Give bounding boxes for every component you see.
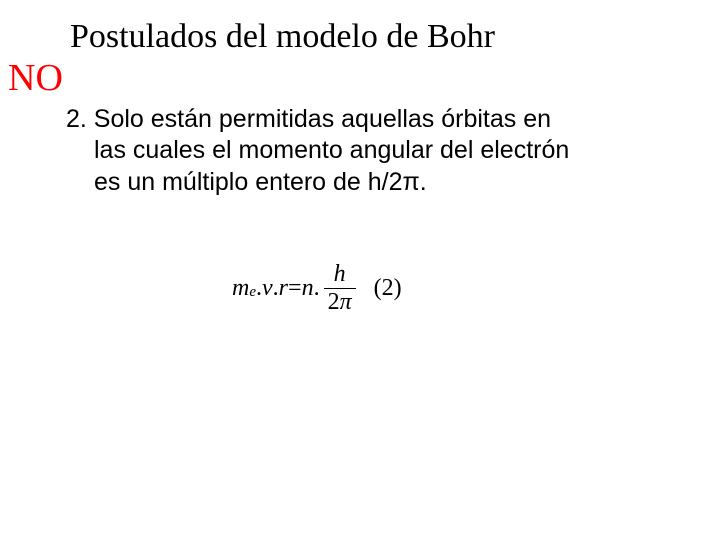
- postulate-text: 2. Solo están permitidas aquellas órbita…: [66, 104, 646, 198]
- eq-fraction: h 2π: [324, 262, 356, 315]
- body-line-2: las cuales el momento angular del electr…: [66, 135, 646, 166]
- slide-title: Postulados del modelo de Bohr: [70, 18, 495, 56]
- eq-v: v: [262, 275, 273, 302]
- eq-equals: =: [288, 275, 302, 302]
- eq-r: r: [279, 275, 288, 302]
- eq-e-sub: e: [249, 284, 256, 301]
- eq-den: 2π: [324, 290, 356, 315]
- body-line-1: 2. Solo están permitidas aquellas órbita…: [66, 105, 551, 133]
- eq-number: (2): [374, 275, 402, 302]
- body-line-3: es un múltiplo entero de h/2π.: [66, 167, 646, 198]
- eq-pi: π: [340, 289, 352, 315]
- equation: me.v.r = n. h 2π (2): [232, 262, 402, 315]
- eq-two: 2: [328, 289, 340, 315]
- no-annotation: NO: [8, 56, 63, 100]
- eq-n: n: [302, 275, 314, 302]
- eq-h: h: [328, 262, 352, 287]
- eq-dot3: .: [314, 275, 320, 302]
- eq-m: m: [232, 275, 249, 302]
